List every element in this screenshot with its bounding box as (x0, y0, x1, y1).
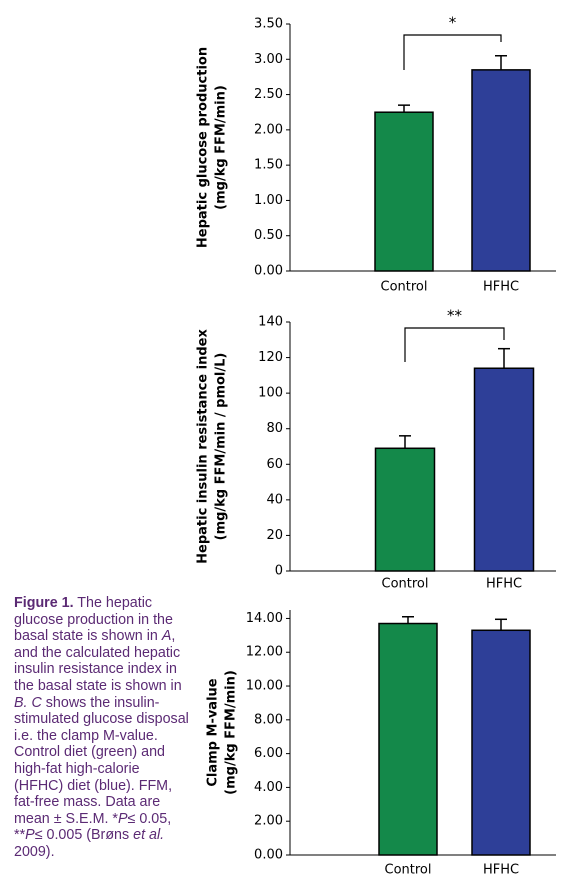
y-tick-label: 140 (258, 315, 283, 330)
y-tick-label: 2.00 (254, 814, 283, 829)
bar (473, 367, 535, 572)
bar (374, 111, 434, 272)
caption-label: Figure 1. (14, 595, 74, 611)
significance-bracket (404, 327, 505, 362)
caption-text: B. C (14, 694, 42, 711)
y-tick-label: 1.00 (254, 193, 283, 208)
y-tick-label: 120 (258, 350, 283, 365)
y-tick-label: 3.00 (254, 52, 283, 67)
caption-text: , and the calculated hepatic insulin res… (14, 628, 182, 694)
caption-text: ≤ 0.005 (Brøns (34, 827, 134, 844)
y-axis-title: (mg/kg FFM/min) (214, 85, 229, 210)
y-axis-title: Hepatic insulin resistance index (196, 329, 211, 564)
bar (471, 629, 531, 856)
y-tick-label: 2.50 (254, 87, 283, 102)
caption-text: et al. (133, 827, 165, 844)
y-tick-label: 20 (266, 528, 283, 543)
y-tick-label: 1.50 (254, 158, 283, 173)
y-tick-label: 0 (275, 564, 283, 579)
y-tick-label: 0.00 (254, 264, 283, 279)
caption-text: A (161, 628, 172, 645)
y-tick-label: 100 (258, 386, 283, 401)
significance-bracket (403, 34, 502, 70)
bar (378, 622, 438, 856)
y-tick-label: 80 (266, 421, 283, 436)
y-axis-title: Hepatic glucose production (196, 47, 211, 248)
y-tick-label: 14.00 (246, 611, 283, 626)
y-tick-label: 2.00 (254, 122, 283, 137)
y-tick-label: 12.00 (246, 645, 283, 660)
x-tick-label: HFHC (486, 577, 522, 592)
y-tick-label: 3.50 (254, 17, 283, 32)
bar (374, 447, 436, 572)
y-tick-label: 0.50 (254, 228, 283, 243)
significance-label: ** (447, 307, 463, 325)
x-tick-label: Control (381, 280, 428, 295)
caption-text: The hepatic glucose production in the ba… (14, 595, 173, 645)
caption-text: shows the insulin-stimulated glucose dis… (14, 694, 189, 827)
caption-text: 2009). (14, 843, 55, 860)
caption-text: ≤ 0.05, ** (14, 810, 172, 844)
y-tick-label: 40 (266, 492, 283, 507)
caption-text: P (25, 827, 35, 844)
y-axis-title: (mg/kg FFM/min / pmol/L) (214, 353, 229, 541)
x-tick-label: Control (385, 863, 432, 878)
y-tick-label: 10.00 (246, 679, 283, 694)
x-tick-label: HFHC (483, 863, 519, 878)
y-tick-label: 60 (266, 457, 283, 472)
y-axis-title: Clamp M-value (206, 678, 221, 786)
significance-label: * (449, 14, 457, 32)
y-tick-label: 0.00 (254, 848, 283, 863)
x-tick-label: HFHC (483, 280, 519, 295)
y-tick-label: 6.00 (254, 746, 283, 761)
caption-text: P (118, 810, 128, 827)
y-axis-title: (mg/kg FFM/min) (224, 670, 239, 795)
bar (471, 69, 531, 272)
x-tick-label: Control (382, 577, 429, 592)
caption: Figure 1. The hepatic glucose production… (14, 595, 192, 861)
y-tick-label: 4.00 (254, 780, 283, 795)
y-tick-label: 8.00 (254, 712, 283, 727)
